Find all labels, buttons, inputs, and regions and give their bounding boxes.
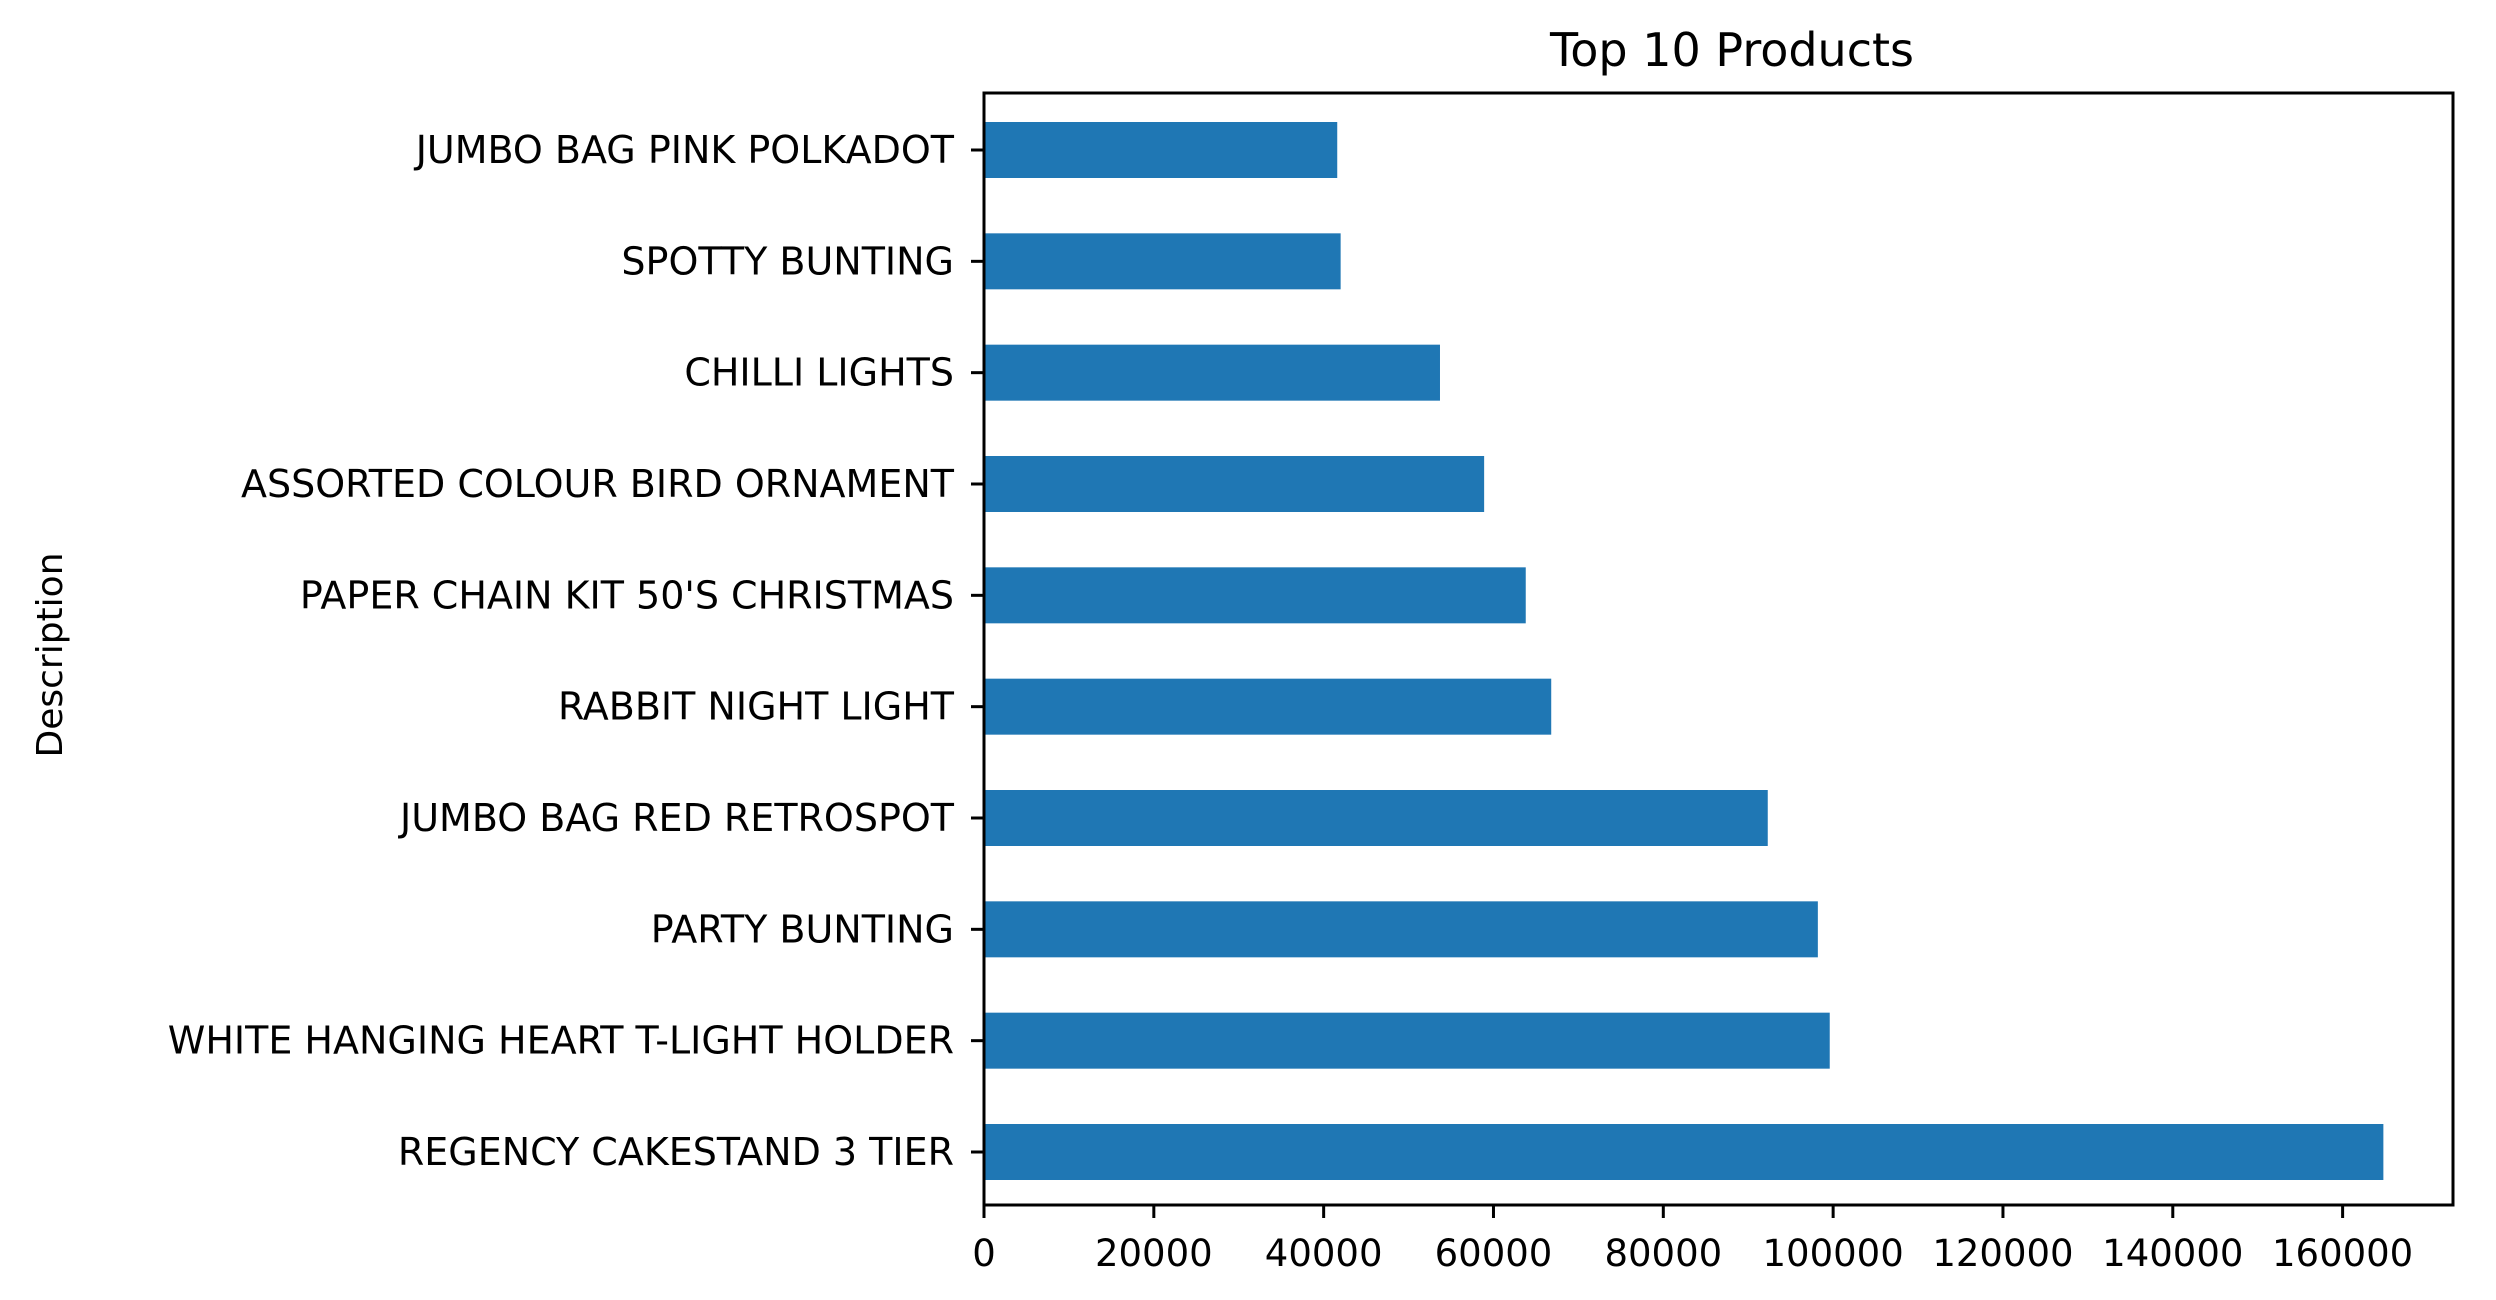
x-tick-label: 100000 — [1763, 1232, 1904, 1275]
category-label: RABBIT NIGHT LIGHT — [558, 685, 955, 729]
bar — [984, 678, 1552, 735]
category-label: WHITE HANGING HEART T-LIGHT HOLDER — [168, 1019, 954, 1063]
category-label: REGENCY CAKESTAND 3 TIER — [398, 1130, 954, 1174]
bar — [984, 344, 1440, 401]
bars-group — [984, 122, 2384, 1180]
bar — [984, 1012, 1830, 1069]
bar — [984, 122, 1338, 178]
category-label: JUMBO BAG PINK POLKADOT — [414, 128, 955, 172]
bar — [984, 456, 1485, 512]
category-label: JUMBO BAG RED RETROSPOT — [398, 796, 955, 840]
x-tick-label: 160000 — [2272, 1232, 2413, 1275]
x-tick-label: 140000 — [2102, 1232, 2243, 1275]
category-label: SPOTTY BUNTING — [621, 239, 954, 283]
x-axis-ticks: 0 20000 40000 60000 80000 100000 120000 140000 1… — [972, 1205, 2413, 1275]
category-label: CHILLI LIGHTS — [684, 351, 954, 395]
x-tick-label: 80000 — [1604, 1232, 1722, 1275]
y-axis-label: Description — [30, 552, 71, 757]
plot-frame — [982, 91, 2455, 1207]
bar — [984, 567, 1526, 624]
bar — [984, 901, 1818, 958]
x-tick-label: 60000 — [1435, 1232, 1553, 1275]
category-label: ASSORTED COLOUR BIRD ORNAMENT — [241, 462, 955, 506]
bar — [984, 233, 1341, 290]
x-tick-label: 20000 — [1095, 1232, 1213, 1275]
x-tick-label: 120000 — [1932, 1232, 2073, 1275]
bar — [984, 1124, 2384, 1180]
chart-title: Top 10 Products — [1549, 23, 1914, 77]
x-tick-label: 0 — [972, 1232, 996, 1275]
category-labels: REGENCY CAKESTAND 3 TIER WHITE HANGING HE… — [168, 128, 984, 1174]
bar — [984, 790, 1768, 846]
category-label: PARTY BUNTING — [651, 907, 954, 951]
x-tick-label: 40000 — [1265, 1232, 1383, 1275]
category-label: PAPER CHAIN KIT 50'S CHRISTMAS — [300, 573, 954, 617]
